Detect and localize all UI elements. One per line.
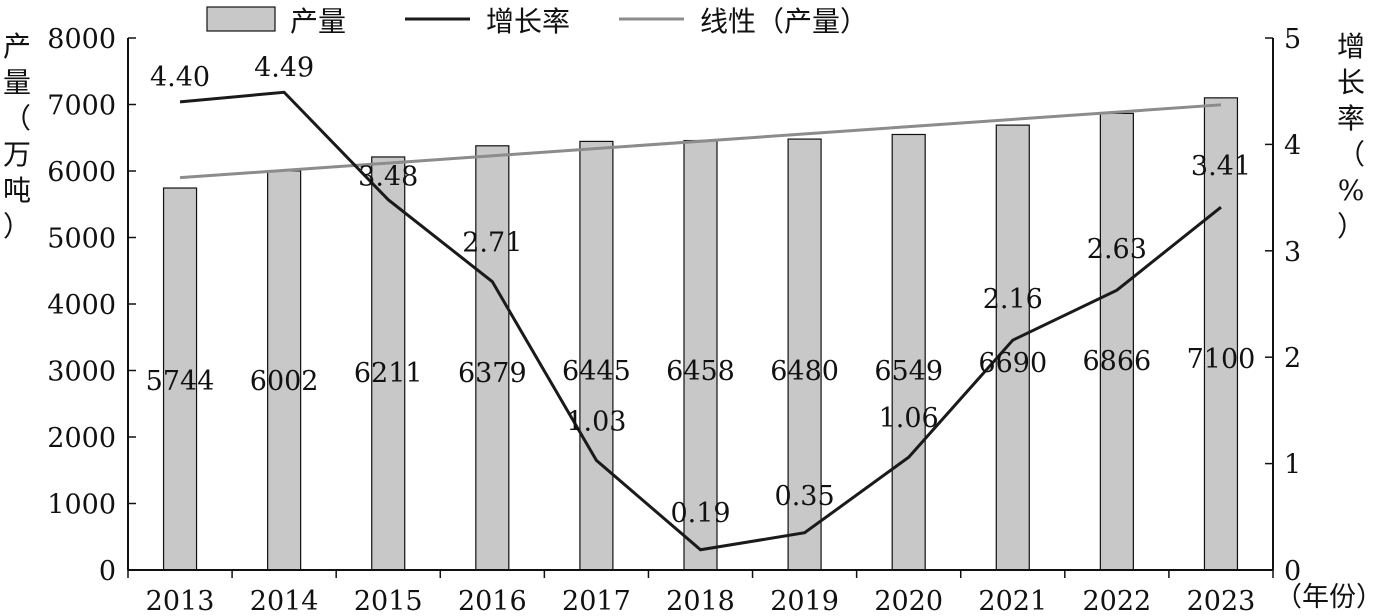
bar-2013 [162,187,198,571]
left-tick-label: 1000 [47,490,116,521]
legend-swatch-bar [206,6,276,32]
growth-value-label: 0.35 [775,481,835,512]
bar-value-label: 5744 [146,366,215,397]
growth-value-label: 4.49 [254,52,314,83]
growth-value-label: 2.63 [1087,234,1147,265]
x-axis-unit: （年份） [1275,582,1383,613]
right-tick-label: 1 [1284,450,1301,481]
left-tick-label: 6000 [47,157,116,188]
x-tick-label: 2021 [978,586,1047,616]
legend-label-trend: 线性（产量） [700,5,868,38]
x-tick-label: 2014 [250,586,319,616]
bar-2016 [475,145,510,571]
bar-value-label: 6480 [770,356,839,387]
right-tick-label: 4 [1284,130,1301,161]
bar-value-label: 6458 [666,356,735,387]
x-tick-label: 2022 [1083,586,1152,616]
bar-2015 [371,156,406,571]
bar-value-label: 6690 [978,348,1047,379]
growth-value-label: 3.41 [1191,151,1251,182]
right-tick-label: 5 [1284,24,1301,55]
bar-value-label: 7100 [1187,344,1256,375]
growth-value-label: 3.48 [358,162,418,193]
bar-2014 [267,170,302,571]
growth-value-label: 4.40 [150,62,210,93]
left-tick-label: 2000 [47,423,116,454]
x-tick-label: 2019 [770,586,839,616]
right-tick-label: 0 [1284,556,1301,587]
bar-value-label: 6549 [874,356,943,387]
bar-2018 [683,139,718,571]
bar-2022 [1099,112,1134,571]
right-tick-label: 3 [1284,237,1301,268]
bar-value-label: 6211 [354,358,423,389]
growth-value-label: 2.71 [462,228,522,259]
legend-label-growth: 增长率 [486,5,570,38]
left-tick-label: 3000 [47,357,116,388]
left-tick-label: 4000 [47,290,116,321]
left-axis-title: 产量（万吨） [3,30,31,243]
left-tick-label: 8000 [47,24,116,55]
left-tick-label: 5000 [47,224,116,255]
x-tick-label: 2016 [458,586,527,616]
growth-value-label: 1.06 [879,403,939,434]
left-tick-label: 0 [99,556,116,587]
right-axis-title: 增长率（%） [1337,30,1365,243]
legend-label-output: 产量 [290,5,346,38]
growth-value-label: 1.03 [566,406,626,437]
growth-value-label: 0.19 [670,498,730,529]
bar-value-label: 6866 [1083,346,1152,377]
x-tick-label: 2015 [354,586,423,616]
right-tick-label: 2 [1284,343,1301,374]
x-tick-label: 2020 [874,586,943,616]
growth-value-label: 2.16 [983,284,1043,315]
left-tick-label: 7000 [47,91,116,122]
x-tick-label: 2017 [562,586,631,616]
bar-value-label: 6445 [562,356,631,387]
bar-value-label: 6002 [250,366,319,397]
bar-2021 [995,124,1030,571]
x-tick-label: 2018 [666,586,735,616]
bar-2020 [891,133,926,571]
x-tick-label: 2013 [146,586,215,616]
bar-value-label: 6379 [458,358,527,389]
x-tick-label: 2023 [1187,586,1256,616]
